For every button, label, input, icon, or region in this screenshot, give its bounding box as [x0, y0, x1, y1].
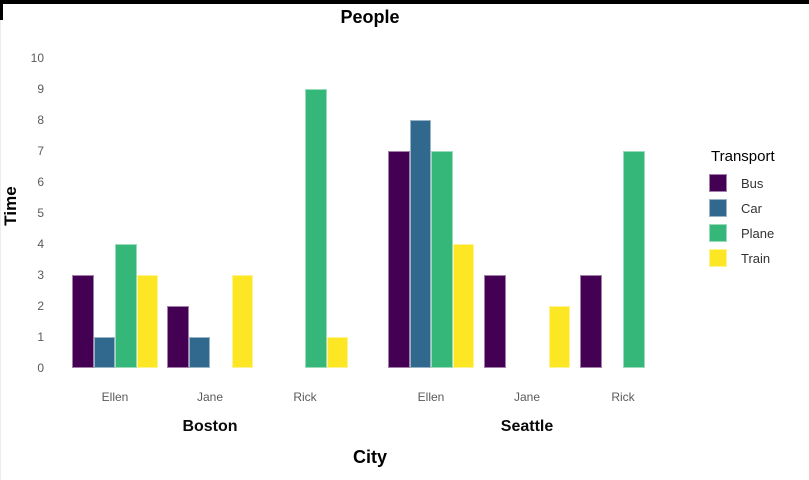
y-tick-label-2: 2 — [37, 299, 44, 313]
bar-seattle-ellen-car — [409, 120, 431, 368]
bar-boston-ellen-car — [93, 337, 115, 368]
bar-seattle-rick-plane — [623, 151, 645, 368]
legend-item-plane: Plane — [709, 224, 807, 242]
x-tick-label-seattle-ellen: Ellen — [417, 390, 445, 404]
window-corner-edge — [0, 0, 3, 20]
legend-key-car-swatch-icon — [709, 199, 727, 217]
legend-items: Bus Car Plane Train — [709, 174, 807, 267]
legend-item-bus: Bus — [709, 174, 807, 192]
legend-label-plane: Plane — [741, 225, 775, 241]
y-tick-label-6: 6 — [37, 175, 44, 189]
y-tick-label-9: 9 — [37, 82, 44, 96]
bar-seattle-ellen-train — [452, 244, 474, 368]
x-group-label-boston: Boston — [182, 418, 238, 435]
bar-seattle-rick-bus — [580, 275, 602, 368]
legend-title: Transport — [711, 148, 775, 165]
legend-key-plane-swatch-icon — [709, 224, 727, 242]
legend-label-train: Train — [741, 250, 771, 266]
bar-seattle-ellen-plane — [431, 151, 453, 368]
bar-boston-ellen-plane — [115, 244, 137, 368]
y-tick-label-8: 8 — [37, 113, 44, 127]
bar-seattle-jane-train — [548, 306, 570, 368]
legend-key-train-swatch-icon — [709, 249, 727, 267]
x-group-label-seattle: Seattle — [500, 418, 554, 435]
plot-panel: 0 1 2 3 4 5 6 7 8 9 10 Ellen Jane Rick Ellen Jane Rick Bo… — [30, 51, 645, 435]
bar-boston-ellen-train — [136, 275, 158, 368]
bar-boston-rick-train — [326, 337, 348, 368]
bar-boston-ellen-bus — [72, 275, 94, 368]
x-tick-label-seattle-jane: Jane — [513, 390, 541, 404]
y-tick-label-10: 10 — [30, 51, 44, 65]
bar-boston-jane-train — [231, 275, 253, 368]
x-tick-label-boston-ellen: Ellen — [101, 390, 129, 404]
bar-boston-jane-bus — [167, 306, 189, 368]
chart-title: People — [340, 7, 400, 27]
bar-boston-rick-plane — [305, 89, 327, 368]
y-tick-label-1: 1 — [37, 330, 44, 344]
legend-item-train: Train — [709, 249, 807, 267]
window-top-edge — [0, 0, 809, 4]
bar-seattle-ellen-bus — [388, 151, 410, 368]
legend-item-car: Car — [709, 199, 807, 217]
x-tick-label-boston-jane: Jane — [196, 390, 224, 404]
y-tick-label-0: 0 — [37, 361, 44, 375]
y-tick-label-4: 4 — [37, 237, 44, 251]
x-axis-label: City — [352, 447, 387, 467]
y-tick-label-7: 7 — [37, 144, 44, 158]
bar-boston-jane-car — [188, 337, 210, 368]
legend-label-bus: Bus — [741, 175, 764, 191]
x-tick-label-seattle-rick: Rick — [611, 390, 635, 404]
legend-label-car: Car — [741, 200, 762, 216]
window-left-edge — [0, 0, 1, 480]
y-tick-label-5: 5 — [37, 206, 44, 220]
legend-key-bus-swatch-icon — [709, 174, 727, 192]
bar-seattle-jane-bus — [484, 275, 506, 368]
x-tick-label-boston-rick: Rick — [293, 390, 317, 404]
legend: Transport Bus Car Plane Train — [709, 148, 807, 274]
y-tick-label-3: 3 — [37, 268, 44, 282]
